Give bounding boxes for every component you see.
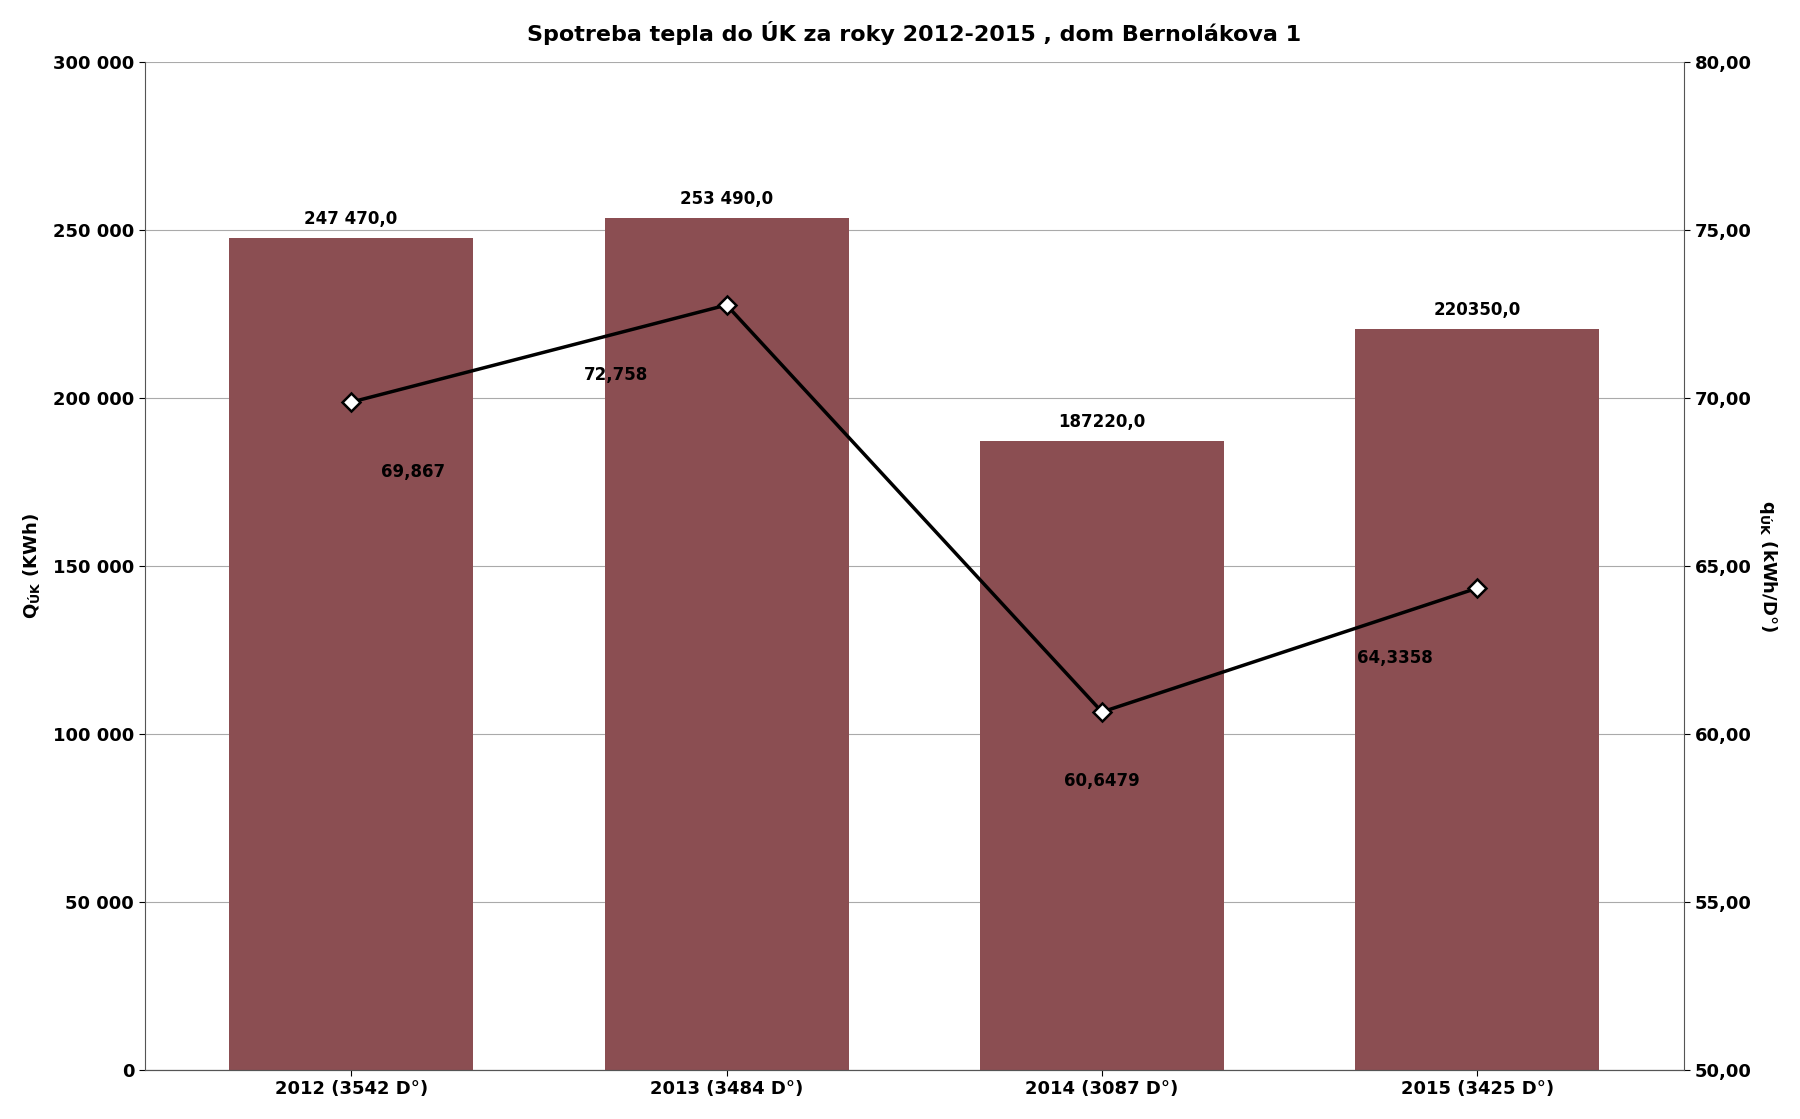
Text: 187220,0: 187220,0 <box>1058 413 1145 431</box>
Bar <box>229 238 473 1070</box>
Y-axis label: $\mathbf{Q_{ÚK}}$ $\mathbf{(KWh)}$: $\mathbf{Q_{ÚK}}$ $\mathbf{(KWh)}$ <box>22 513 41 619</box>
Bar <box>605 218 848 1070</box>
Text: 64,3358: 64,3358 <box>1357 649 1433 667</box>
Text: 60,6479: 60,6479 <box>1064 772 1139 790</box>
Title: Spotreba tepla do ÚK za roky 2012-2015 , dom Bernolákova 1: Spotreba tepla do ÚK za roky 2012-2015 ,… <box>527 21 1301 45</box>
Text: 220350,0: 220350,0 <box>1435 301 1521 319</box>
Y-axis label: $\mathbf{q_{ÚK}}$ $\mathbf{(kWh/D°)}$: $\mathbf{q_{ÚK}}$ $\mathbf{(kWh/D°)}$ <box>1757 500 1778 632</box>
Text: 69,867: 69,867 <box>382 462 445 481</box>
Bar <box>1355 329 1600 1070</box>
Text: 72,758: 72,758 <box>583 366 648 384</box>
Text: 247 470,0: 247 470,0 <box>304 210 398 228</box>
Text: 253 490,0: 253 490,0 <box>680 190 774 208</box>
Bar <box>979 441 1224 1070</box>
